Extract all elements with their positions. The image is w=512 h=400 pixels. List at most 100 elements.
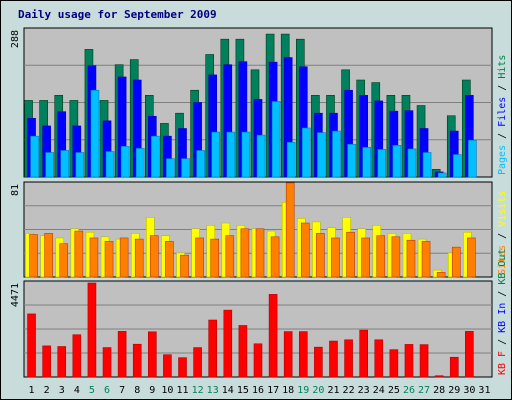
visits-sites-bar-sites-14 xyxy=(225,235,235,278)
x-tick-label-24: 24 xyxy=(373,385,385,396)
visits-sites-bar-sites-9 xyxy=(150,235,159,278)
x-tick-label-14: 14 xyxy=(222,385,234,396)
x-tick-label-1: 1 xyxy=(29,385,35,396)
kbytes-bar-kbytes-14 xyxy=(223,309,233,378)
visits-sites-bar-sites-22 xyxy=(346,231,355,278)
hits-files-pages-ymax-label: 288 xyxy=(10,30,21,48)
hits-files-pages-bar-pages-22 xyxy=(347,144,356,178)
hits-files-pages-bar-pages-8 xyxy=(135,148,145,178)
hits-files-pages-bar-pages-17 xyxy=(271,101,281,178)
visits-sites-bar-sites-19 xyxy=(300,222,310,278)
x-tick-label-19: 19 xyxy=(297,385,309,396)
kbytes-bar-kbytes-2 xyxy=(42,345,51,378)
x-tick-label-21: 21 xyxy=(327,385,339,396)
x-tick-label-2: 2 xyxy=(44,385,50,396)
hits-files-pages-bar-pages-30 xyxy=(468,139,477,178)
visits-sites-bar-sites-20 xyxy=(316,233,325,278)
x-tick-label-18: 18 xyxy=(282,385,294,396)
hits-files-pages-bar-pages-25 xyxy=(392,145,402,178)
visits-sites-bar-sites-25 xyxy=(391,236,401,278)
hits-files-pages-bar-pages-29 xyxy=(452,154,462,178)
x-tick-label-15: 15 xyxy=(237,385,249,396)
kbytes-bar-kbytes-20 xyxy=(314,346,323,378)
x-tick-label-11: 11 xyxy=(176,385,188,396)
hits-files-pages-bar-pages-24 xyxy=(377,149,387,178)
hits-files-pages-bar-pages-12 xyxy=(196,150,205,178)
kbytes-bar-kbytes-21 xyxy=(329,340,338,378)
hits-files-pages-bar-pages-18 xyxy=(286,141,296,178)
visits-sites-bar-sites-17 xyxy=(270,236,280,278)
x-tick-label-10: 10 xyxy=(161,385,173,396)
kbytes-bar-kbytes-17 xyxy=(268,294,278,378)
visits-sites-panel: 81 Sites / Visits xyxy=(10,181,508,278)
visits-sites-bar-sites-28 xyxy=(436,272,446,278)
kbytes-bar-kbytes-7 xyxy=(117,331,127,378)
hits-files-pages-bar-pages-3 xyxy=(60,150,70,178)
x-tick-label-30: 30 xyxy=(463,385,475,396)
x-tick-label-3: 3 xyxy=(59,385,65,396)
hits-files-pages-bar-pages-5 xyxy=(90,89,100,178)
kbytes-bar-kbytes-19 xyxy=(298,331,308,378)
visits-sites-bar-sites-5 xyxy=(89,237,99,278)
kbytes-bar-kbytes-3 xyxy=(57,346,67,378)
visits-sites-bar-sites-10 xyxy=(165,241,174,278)
visits-sites-ymax-label: 81 xyxy=(10,184,21,196)
kbytes-bar-kbytes-24 xyxy=(374,339,384,378)
visits-sites-bar-sites-24 xyxy=(376,235,386,278)
kbytes-legend-label: KB F / KB In / KB Out xyxy=(497,249,508,375)
visits-sites-bar-sites-4 xyxy=(74,230,84,278)
kbytes-bar-kbytes-11 xyxy=(178,357,187,378)
hits-files-pages-bar-pages-6 xyxy=(105,151,115,178)
x-tick-label-22: 22 xyxy=(343,385,355,396)
kbytes-bar-kbytes-23 xyxy=(359,329,368,378)
kbytes-bar-kbytes-10 xyxy=(163,354,172,378)
hits-files-pages-bar-pages-11 xyxy=(181,158,190,178)
hits-files-pages-legend-part-4: Hits xyxy=(497,55,508,79)
visits-sites-legend-part-0: Sites xyxy=(497,245,508,275)
visits-sites-bar-sites-8 xyxy=(134,238,144,278)
kbytes-bar-kbytes-22 xyxy=(344,339,353,378)
kbytes-legend-part-4: KB Out xyxy=(497,249,508,285)
kbytes-ymax-label: 4471 xyxy=(10,283,21,307)
kbytes-bar-kbytes-30 xyxy=(465,331,474,378)
visits-sites-bar-sites-6 xyxy=(104,241,114,278)
hits-files-pages-bar-pages-1 xyxy=(30,135,39,178)
hits-files-pages-legend-part-3: / xyxy=(497,79,508,97)
hits-files-pages-legend-label: Pages / Files / Hits xyxy=(497,55,508,175)
x-tick-label-6: 6 xyxy=(104,385,110,396)
x-tick-label-4: 4 xyxy=(74,385,80,396)
kbytes-legend-part-0: KB F xyxy=(497,351,508,375)
kbytes-bar-kbytes-15 xyxy=(238,325,248,378)
visits-sites-bar-sites-23 xyxy=(361,237,370,278)
x-tick-label-31: 31 xyxy=(478,385,490,396)
hits-files-pages-bar-pages-2 xyxy=(45,152,54,178)
kbytes-bar-kbytes-25 xyxy=(389,349,399,378)
visits-sites-bar-sites-29 xyxy=(451,246,461,278)
kbytes-bar-kbytes-26 xyxy=(404,344,414,378)
hits-files-pages-bar-pages-20 xyxy=(317,132,326,178)
hits-files-pages-panel: 288 Pages / Files / Hits xyxy=(10,27,508,178)
hits-files-pages-bar-pages-28 xyxy=(437,172,447,178)
hits-files-pages-bar-pages-14 xyxy=(226,131,236,178)
x-tick-label-23: 23 xyxy=(358,385,370,396)
visits-sites-bar-sites-15 xyxy=(240,228,250,278)
x-tick-label-7: 7 xyxy=(119,385,125,396)
visits-sites-bar-sites-21 xyxy=(331,237,340,278)
hits-files-pages-bar-pages-26 xyxy=(407,148,417,178)
kbytes-bar-kbytes-28 xyxy=(434,375,444,378)
hits-files-pages-bar-pages-19 xyxy=(301,127,311,178)
hits-files-pages-bar-pages-15 xyxy=(241,131,251,178)
hits-files-pages-bar-pages-27 xyxy=(422,152,432,178)
visits-sites-bar-sites-13 xyxy=(210,238,220,278)
visits-sites-bar-sites-3 xyxy=(59,243,69,278)
hits-files-pages-legend-part-0: Pages xyxy=(497,145,508,175)
kbytes-bar-kbytes-5 xyxy=(87,282,97,378)
x-tick-label-29: 29 xyxy=(448,385,460,396)
visits-sites-bar-sites-1 xyxy=(29,234,38,278)
visits-sites-bar-sites-2 xyxy=(44,233,53,278)
hits-files-pages-bar-pages-23 xyxy=(362,147,371,178)
kbytes-bar-kbytes-27 xyxy=(419,344,429,378)
kbytes-bar-kbytes-6 xyxy=(102,347,112,378)
